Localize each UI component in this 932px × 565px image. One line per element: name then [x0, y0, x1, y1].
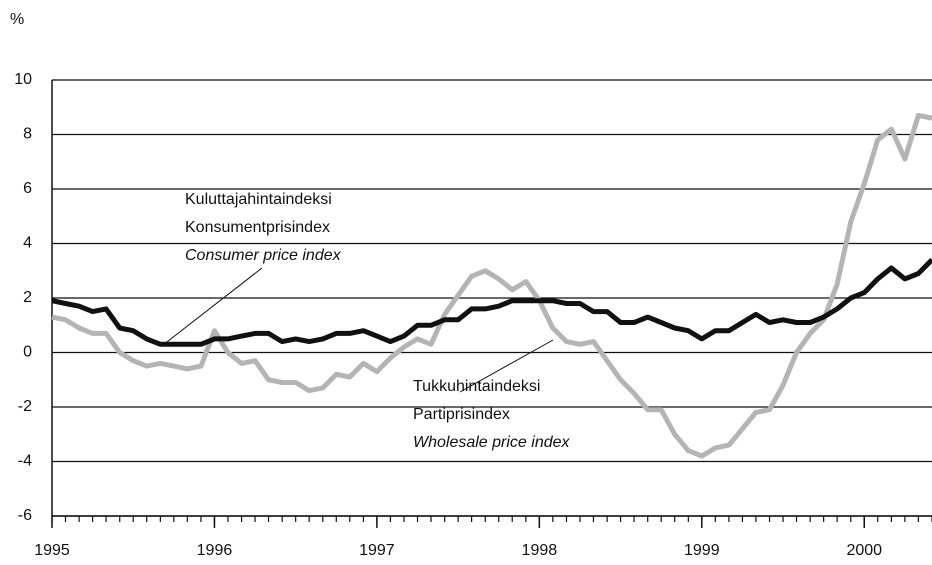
y-tick-label: 2 — [23, 289, 32, 306]
y-unit: % — [10, 11, 24, 28]
y-tick-label: -2 — [18, 398, 32, 415]
annotation-text: Tukkuhintaindeksi — [413, 378, 540, 395]
y-tick-label: -6 — [18, 507, 32, 524]
annotation-leader — [459, 339, 554, 393]
x-tick-label: 1996 — [197, 542, 233, 559]
x-tick-label: 1998 — [522, 542, 558, 559]
series-line — [51, 112, 932, 459]
y-tick-label: 10 — [14, 71, 32, 88]
x-tick-label: 1995 — [34, 542, 70, 559]
annotation-text: Kuluttajahintaindeksi — [185, 191, 332, 208]
y-tick-label: -4 — [18, 453, 32, 470]
series-line — [51, 258, 932, 347]
y-tick-label: 4 — [23, 235, 32, 252]
y-tick-label: 0 — [23, 344, 32, 361]
annotation-text: Konsumentprisindex — [185, 219, 330, 236]
y-tick-label: 8 — [23, 126, 32, 143]
annotation-text: Partiprisindex — [413, 406, 510, 423]
annotation-leader — [162, 267, 263, 346]
x-tick-label: 1999 — [684, 542, 720, 559]
x-tick-label: 2000 — [846, 542, 882, 559]
x-tick-label: 1997 — [359, 542, 395, 559]
y-tick-label: 6 — [23, 180, 32, 197]
annotation-text: Consumer price index — [185, 247, 342, 264]
annotation-text: Wholesale price index — [413, 434, 571, 451]
